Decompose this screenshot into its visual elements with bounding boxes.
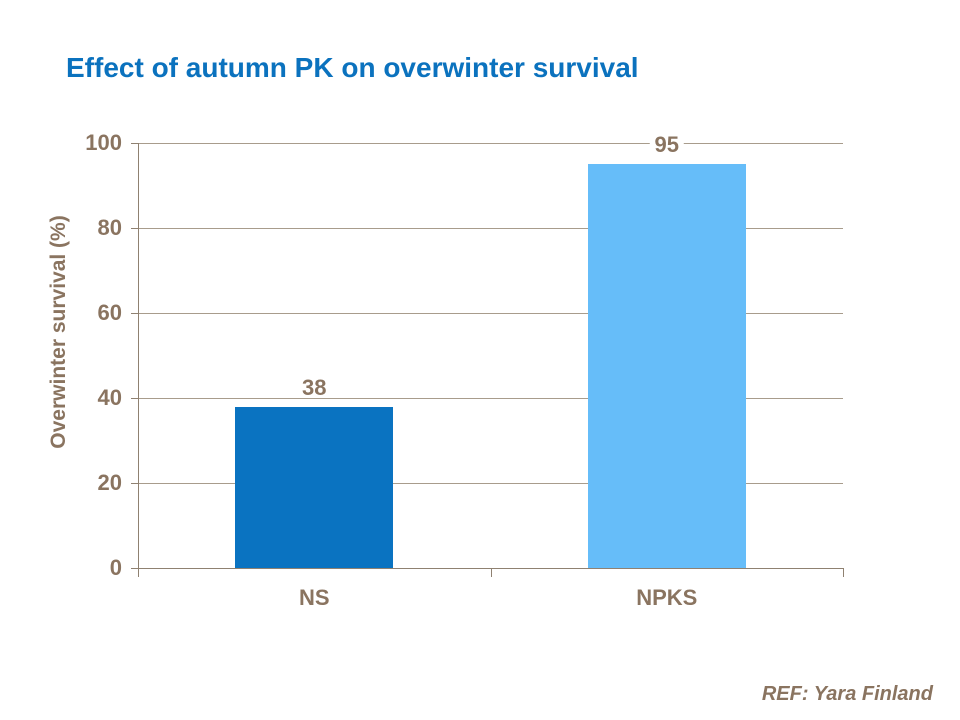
x-category-label: NS — [298, 585, 330, 610]
gridline — [138, 398, 843, 399]
y-axis-title: Overwinter survival (%) — [47, 215, 70, 449]
y-axis-tick — [131, 483, 138, 484]
x-axis-boundary-tick — [843, 568, 844, 577]
bar-value-label: 95 — [649, 134, 684, 156]
reference-text: REF: Yara Finland — [761, 683, 933, 705]
x-axis-line — [131, 568, 844, 569]
gridline — [138, 143, 843, 144]
x-category-label: NPKS — [636, 585, 698, 610]
y-tick-label: 100 — [85, 130, 122, 155]
y-axis-tick — [131, 398, 138, 399]
x-axis-boundary-tick — [491, 568, 492, 577]
y-axis-line — [138, 143, 139, 577]
gridline — [138, 483, 843, 484]
y-tick-label: 60 — [97, 300, 122, 325]
bar-npks — [588, 164, 746, 568]
y-axis-tick — [131, 228, 138, 229]
y-tick-label: 40 — [97, 385, 122, 410]
bar-value-label: 38 — [297, 377, 332, 399]
y-axis-tick — [131, 313, 138, 314]
gridline — [138, 228, 843, 229]
y-tick-label: 20 — [97, 470, 122, 495]
gridline — [138, 313, 843, 314]
bar-ns — [235, 407, 393, 569]
y-axis-tick — [131, 143, 138, 144]
y-tick-label: 80 — [97, 215, 122, 240]
y-tick-label: 0 — [109, 555, 122, 580]
slide-title: Effect of autumn PK on overwinter surviv… — [66, 52, 639, 83]
